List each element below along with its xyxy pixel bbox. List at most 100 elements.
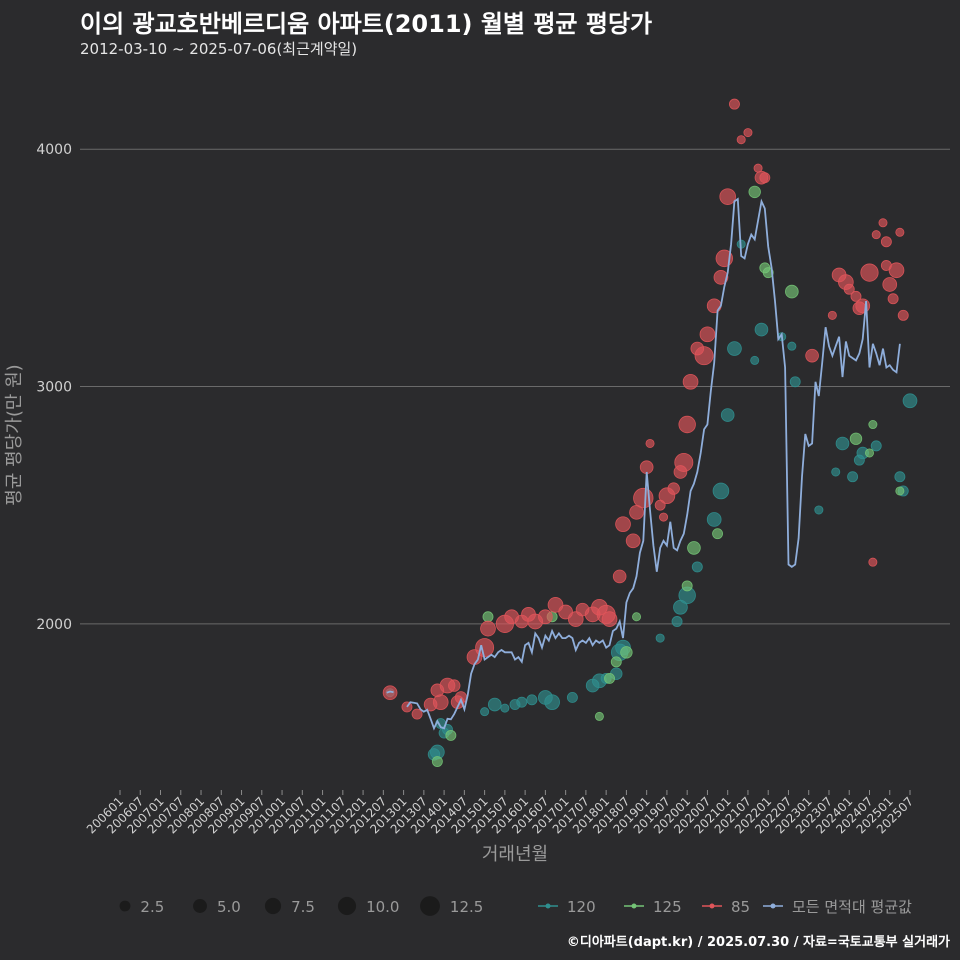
point-120 bbox=[787, 341, 797, 351]
point-85 bbox=[713, 270, 729, 285]
point-125 bbox=[632, 612, 642, 622]
point-85 bbox=[659, 512, 669, 522]
legend-series-label: 125 bbox=[653, 898, 682, 916]
point-85 bbox=[645, 438, 655, 448]
point-120 bbox=[544, 694, 560, 711]
data-points bbox=[382, 98, 918, 767]
legend-size-label: 7.5 bbox=[291, 898, 315, 916]
point-125 bbox=[445, 729, 457, 741]
legend-color-dot bbox=[631, 903, 637, 909]
point-85 bbox=[827, 310, 837, 320]
point-85 bbox=[612, 569, 627, 584]
point-120 bbox=[847, 471, 859, 483]
point-120 bbox=[671, 616, 683, 627]
point-85 bbox=[805, 348, 819, 363]
point-85 bbox=[674, 453, 694, 472]
legend-size-marker bbox=[420, 896, 440, 916]
point-120 bbox=[902, 393, 918, 409]
legend-series-label: 85 bbox=[731, 898, 750, 916]
y-axis-ticks: 2000 3000 4000 bbox=[36, 142, 72, 633]
legend-size-label: 5.0 bbox=[217, 898, 241, 916]
point-85 bbox=[871, 230, 881, 240]
legend-series-label: 모든 면적대 평균값 bbox=[792, 898, 912, 916]
point-125 bbox=[748, 185, 761, 199]
legend-size-marker bbox=[119, 900, 131, 912]
point-120 bbox=[870, 440, 882, 452]
legend-size-label: 10.0 bbox=[366, 898, 399, 916]
point-125 bbox=[895, 486, 905, 496]
point-120 bbox=[720, 408, 735, 422]
average-line bbox=[386, 197, 901, 731]
legend-size-marker bbox=[337, 896, 357, 916]
point-120 bbox=[655, 633, 665, 643]
point-120 bbox=[727, 341, 742, 356]
point-120 bbox=[789, 376, 801, 388]
point-85 bbox=[860, 263, 879, 282]
point-85 bbox=[843, 283, 855, 295]
point-85 bbox=[743, 128, 753, 138]
point-125 bbox=[712, 528, 724, 540]
point-85 bbox=[667, 482, 680, 495]
point-85 bbox=[432, 694, 449, 711]
point-120 bbox=[750, 355, 760, 365]
point-125 bbox=[604, 673, 615, 684]
point-85 bbox=[897, 309, 909, 321]
point-85 bbox=[538, 609, 553, 625]
point-120 bbox=[566, 691, 578, 703]
grid-lines bbox=[80, 148, 950, 625]
point-85 bbox=[868, 557, 878, 567]
point-85 bbox=[887, 293, 899, 305]
chart-subtitle: 2012-03-10 ~ 2025-07-06(최근계약일) bbox=[80, 40, 358, 58]
point-120 bbox=[500, 703, 510, 713]
point-85 bbox=[719, 188, 736, 205]
point-85 bbox=[895, 227, 905, 237]
point-85 bbox=[888, 262, 905, 279]
point-85 bbox=[682, 373, 699, 390]
average-line-segment bbox=[406, 197, 901, 731]
chart-title: 이의 광교호반베르디움 아파트(2011) 월별 평균 평당가 bbox=[80, 10, 653, 38]
footer-credit: ©디아파트(dapt.kr) / 2025.07.30 / 자료=국토교통부 실… bbox=[566, 935, 950, 950]
point-85 bbox=[880, 236, 892, 248]
point-125 bbox=[620, 646, 633, 659]
average-line-segment bbox=[386, 690, 394, 694]
legend-series-label: 120 bbox=[567, 898, 596, 916]
point-120 bbox=[691, 561, 703, 573]
point-85 bbox=[736, 135, 746, 145]
point-85 bbox=[625, 533, 641, 549]
point-125 bbox=[431, 756, 443, 767]
point-120 bbox=[894, 471, 906, 483]
point-85 bbox=[882, 277, 898, 292]
point-120 bbox=[712, 482, 730, 500]
point-85 bbox=[728, 98, 740, 110]
legend-size-label: 2.5 bbox=[140, 898, 164, 916]
legend: 2.5 5.0 7.5 10.0 12.5 120 125 85 모든 면적대 평균값 bbox=[119, 896, 912, 916]
point-125 bbox=[762, 267, 774, 279]
point-125 bbox=[482, 611, 494, 623]
point-85 bbox=[382, 685, 398, 701]
point-125 bbox=[687, 541, 701, 555]
x-axis-label: 거래년월 bbox=[482, 844, 548, 865]
legend-color-dot bbox=[770, 903, 776, 909]
point-85 bbox=[448, 679, 461, 692]
point-125 bbox=[785, 284, 799, 299]
y-tick-label: 3000 bbox=[36, 380, 72, 396]
point-120 bbox=[831, 467, 841, 477]
point-85 bbox=[480, 620, 496, 637]
point-85 bbox=[850, 290, 862, 302]
point-85 bbox=[878, 218, 888, 228]
point-120 bbox=[516, 696, 528, 708]
point-125 bbox=[868, 420, 878, 430]
point-125 bbox=[594, 711, 604, 721]
y-tick-label: 4000 bbox=[36, 142, 72, 158]
point-85 bbox=[678, 415, 696, 434]
legend-size-marker bbox=[264, 897, 282, 915]
point-120 bbox=[754, 322, 769, 337]
x-axis-ticks: 2006012006072007012007072008012008072009… bbox=[84, 790, 916, 837]
point-120 bbox=[835, 436, 850, 451]
point-120 bbox=[480, 707, 490, 717]
legend-size-marker bbox=[193, 899, 207, 913]
point-85 bbox=[411, 708, 423, 720]
point-85 bbox=[706, 298, 722, 314]
